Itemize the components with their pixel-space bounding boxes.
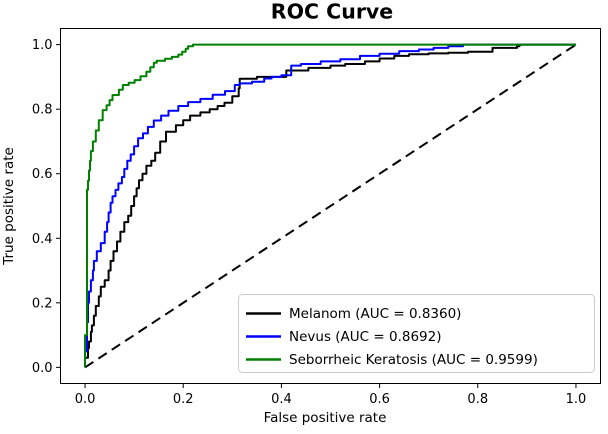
x-tick-label: 0.2: [173, 392, 194, 407]
legend: Melanom (AUC = 0.8360) Nevus (AUC = 0.869…: [238, 294, 595, 373]
x-tick-label: 0.6: [369, 392, 390, 407]
y-tick-label: 0.4: [32, 232, 53, 247]
x-tick-label: 0.8: [467, 392, 488, 407]
legend-label-melanom: Melanom (AUC = 0.8360): [289, 306, 461, 322]
x-tick-label: 0.0: [75, 392, 96, 407]
y-tick-label: 0.8: [32, 103, 53, 118]
legend-label-nevus: Nevus (AUC = 0.8692): [289, 329, 441, 345]
y-tick-label: 0.2: [32, 296, 53, 311]
roc-curves: [84, 43, 576, 368]
roc-curve-nevus: [84, 43, 576, 368]
chart-title: ROC Curve: [271, 0, 393, 24]
y-axis-label: True positive rate: [1, 147, 17, 266]
y-tick-label: 1.0: [32, 38, 53, 53]
x-axis-ticks: 0.0 0.2 0.4 0.6 0.8 1.0: [75, 383, 587, 407]
legend-label-seborrheic-keratosis: Seborrheic Keratosis (AUC = 0.9599): [289, 352, 538, 368]
chance-diagonal: [84, 43, 577, 369]
y-axis-ticks: 0.0 0.2 0.4 0.6 0.8 1.0: [32, 38, 61, 376]
x-tick-label: 0.4: [271, 392, 292, 407]
y-tick-label: 0.6: [32, 167, 53, 182]
plot-frame: [60, 28, 601, 384]
y-tick-label: 0.0: [32, 361, 53, 376]
roc-curve-melanom: [84, 43, 576, 368]
reference-line-group: [84, 43, 577, 369]
legend-box: [238, 294, 595, 373]
roc-curve-seborrheic-keratosis: [84, 43, 576, 368]
x-axis-label: False positive rate: [264, 410, 387, 426]
x-tick-label: 1.0: [566, 392, 587, 407]
